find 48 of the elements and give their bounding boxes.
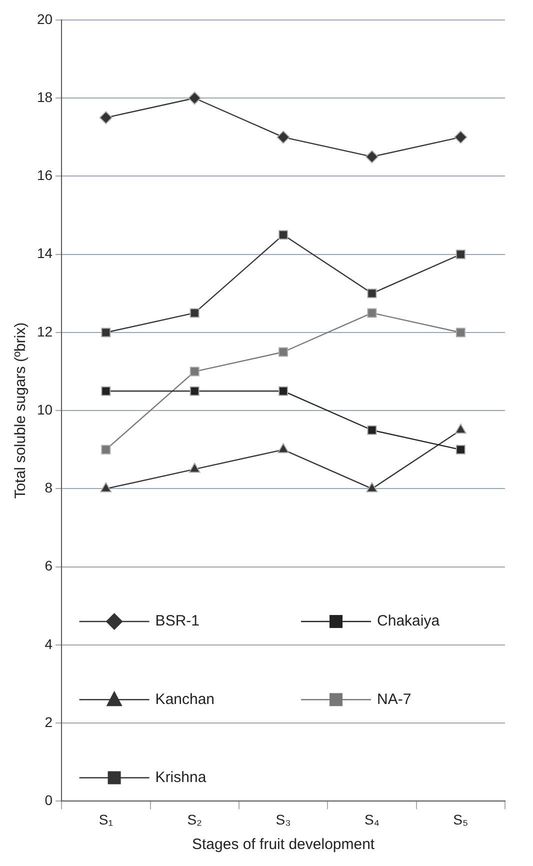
point	[101, 328, 111, 338]
legend-label: BSR-1	[155, 612, 200, 630]
point	[278, 386, 288, 396]
x-tick-label: S₃	[276, 811, 291, 828]
point	[367, 308, 377, 318]
y-axis-title: Total soluble sugars (ºbrix)	[12, 322, 30, 499]
y-tick-label: 14	[36, 245, 53, 262]
legend-label: NA-7	[377, 690, 412, 708]
point	[190, 386, 200, 396]
point	[456, 328, 466, 338]
legend-label: Kanchan	[155, 690, 215, 708]
point	[188, 462, 200, 473]
point	[278, 443, 289, 454]
point	[278, 347, 288, 357]
y-tick-label: 8	[44, 480, 53, 496]
legend-label: Chakaiya	[377, 612, 440, 630]
point	[367, 425, 377, 435]
x-axis-title: Stages of fruit development	[192, 836, 376, 854]
point	[276, 130, 290, 144]
point	[366, 482, 378, 492]
legend-label: Krishna	[155, 768, 207, 786]
point	[188, 92, 202, 105]
y-tick-label: 6	[44, 558, 53, 574]
point	[454, 130, 468, 144]
x-tick-label: S₅	[453, 811, 468, 828]
point	[190, 308, 200, 318]
y-tick-label: 10	[36, 401, 53, 418]
point	[456, 250, 466, 260]
y-tick-label: 0	[44, 792, 53, 808]
x-tick-label: S₂	[187, 811, 202, 828]
point	[278, 230, 288, 240]
point	[100, 482, 112, 492]
point	[365, 150, 378, 164]
point	[99, 111, 112, 124]
point	[101, 386, 111, 396]
point	[456, 444, 466, 454]
y-tick-label: 2	[44, 714, 53, 730]
x-tick-label: S₁	[98, 811, 114, 828]
y-tick-label: 16	[36, 167, 53, 184]
point	[367, 288, 377, 298]
point	[454, 424, 466, 434]
y-tick-label: 4	[44, 636, 53, 652]
point	[101, 444, 111, 454]
y-tick-label: 18	[36, 88, 53, 105]
x-tick-label: S₄	[364, 811, 380, 828]
y-tick-label: 12	[36, 323, 53, 340]
y-tick-label: 20	[36, 10, 53, 27]
point	[190, 366, 200, 376]
